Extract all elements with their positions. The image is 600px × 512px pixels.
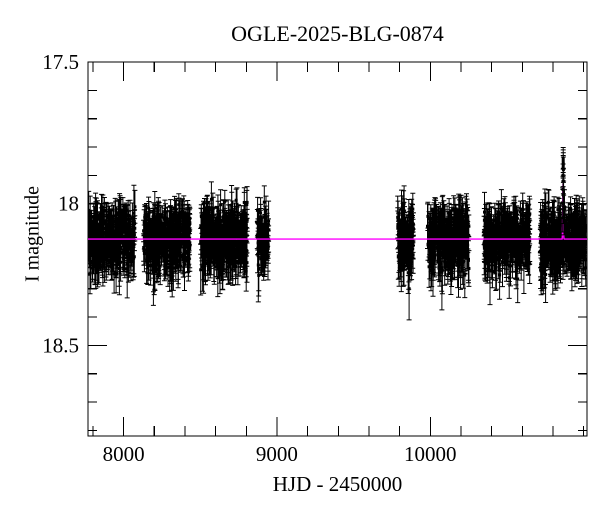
season-s7-markers [482, 207, 532, 281]
x-tick-label: 8000 [103, 442, 145, 466]
y-axis-title: I magnitude [21, 185, 44, 283]
event-peak-points [560, 147, 567, 236]
x-axis-title: HJD - 2450000 [272, 472, 403, 496]
y-tick-label: 18 [58, 192, 79, 216]
event-peak-markers [561, 156, 566, 223]
season-s1-errorbars [88, 184, 138, 299]
season-s3-markers [199, 197, 249, 274]
season-s6-markers [426, 204, 471, 277]
chart-title: OGLE-2025-BLG-0874 [231, 21, 444, 46]
y-tick-label: 18.5 [42, 333, 79, 357]
x-tick-label: 9000 [256, 442, 298, 466]
y-tick-label: 17.5 [42, 50, 79, 74]
x-tick-label: 10000 [404, 442, 457, 466]
season-s5-markers [396, 201, 415, 275]
season-s2-markers [142, 203, 192, 279]
season-s1-markers [88, 204, 137, 276]
outlier-markers [407, 287, 411, 291]
season-s8-markers [538, 200, 587, 276]
data-points-layer [88, 181, 587, 321]
plot-frame [87, 61, 588, 437]
